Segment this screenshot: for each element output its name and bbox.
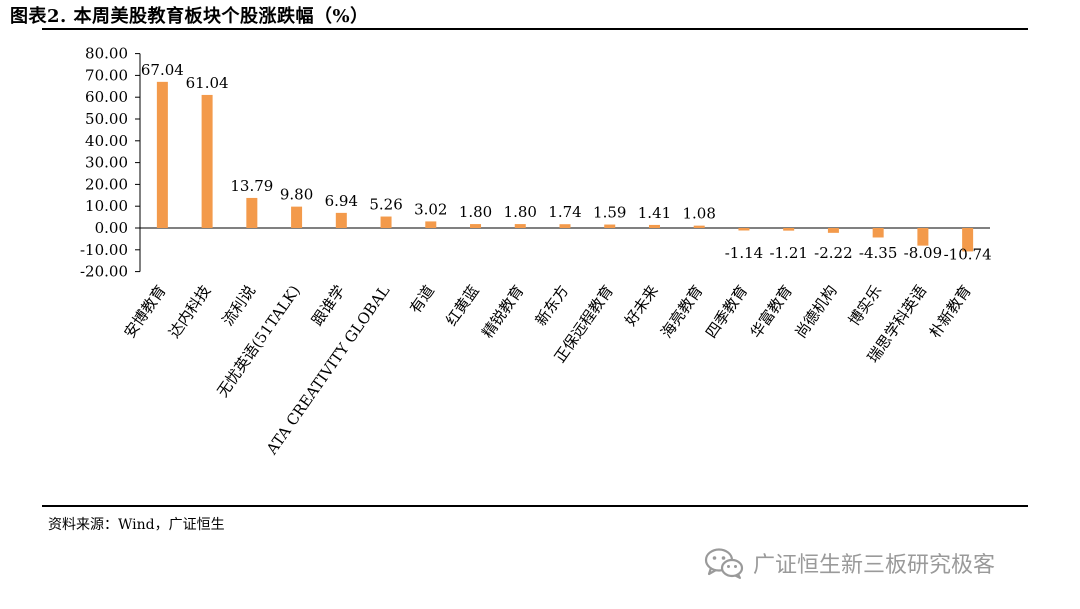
watermark: 广证恒生新三板研究极客 [703,546,995,580]
y-tick-label: 10.00 [85,197,128,215]
x-tick-label: 朴新教育 [926,282,975,341]
data-label: 61.04 [186,74,229,92]
x-tick-label: 安博教育 [120,282,169,341]
data-label: 9.80 [280,186,313,204]
bar [917,228,929,246]
y-tick-label: 80.00 [85,45,128,63]
data-label: 1.80 [504,203,537,221]
bar [201,94,213,228]
bar-chart: 80.00 70.00 60.00 50.00 40.00 30.00 20.00 10.00… [80,45,992,459]
x-tick-label: 跟谁学 [308,282,349,329]
x-tick-label: 华富教育 [747,282,796,341]
top-rule [42,28,1028,30]
bar [425,221,437,228]
data-label: 3.02 [414,200,447,218]
bar [604,224,616,228]
x-tick-label: 红黄蓝 [442,282,483,329]
bar [872,228,884,238]
x-tick-label: 流利说 [219,282,260,329]
wechat-icon [704,548,744,579]
data-label: 6.94 [325,192,358,210]
bar [156,81,168,228]
data-label: 1.59 [593,204,626,222]
x-tick-label: 海亮教育 [657,282,706,341]
y-tick-label: 30.00 [85,154,128,172]
bottom-rule [42,505,1028,507]
x-tick-label: 达内科技 [165,282,214,341]
data-label: -8.09 [904,244,942,262]
bar [470,224,482,228]
data-label: 13.79 [230,177,273,195]
x-tick-label: 博实乐 [845,282,886,329]
y-tick-label: 60.00 [85,88,128,106]
data-label: -1.14 [725,244,763,262]
bar [246,197,258,228]
bar [693,225,705,228]
bar [827,228,839,233]
bar [291,206,303,228]
data-label: 5.26 [369,196,402,214]
source-note: 资料来源：Wind，广证恒生 [48,517,225,533]
data-label: 1.41 [638,204,671,222]
y-tick-label: 50.00 [85,110,128,128]
x-tick-label: 尚德机构 [792,282,841,341]
x-tick-label: 无忧英语(51TALK) [213,282,303,400]
y-tick-label: 20.00 [85,175,128,193]
figure-title: 图表2. 本周美股教育板块个股涨跌幅（%） [10,6,369,27]
data-label: 1.74 [548,203,581,221]
data-label: -4.35 [859,244,897,262]
data-label: -2.22 [814,244,852,262]
bar [738,228,750,231]
data-label: 1.80 [459,203,492,221]
bar [962,228,974,252]
x-tick-label: 精锐教育 [478,282,527,341]
x-tick-label: 好未来 [621,282,662,329]
y-tick-label: 70.00 [85,66,128,84]
x-tick-label: 四季教育 [702,282,751,341]
bar [559,224,571,228]
watermark-text: 广证恒生新三板研究极客 [753,553,996,578]
x-tick-label: 有道 [406,282,438,317]
bar [514,224,526,228]
data-label: -1.21 [769,244,807,262]
y-tick-label: -20.00 [80,263,128,281]
bar [335,212,347,228]
x-tick-label: 新东方 [532,282,573,329]
bar [648,224,660,228]
y-tick-label: -10.00 [80,241,128,259]
bar [380,216,392,228]
data-label: 1.08 [683,205,716,223]
y-tick-label: 0.00 [95,219,128,237]
y-tick-label: 40.00 [85,132,128,150]
data-label: 67.04 [141,61,184,79]
data-label: -10.74 [944,245,992,263]
bar [783,228,795,231]
